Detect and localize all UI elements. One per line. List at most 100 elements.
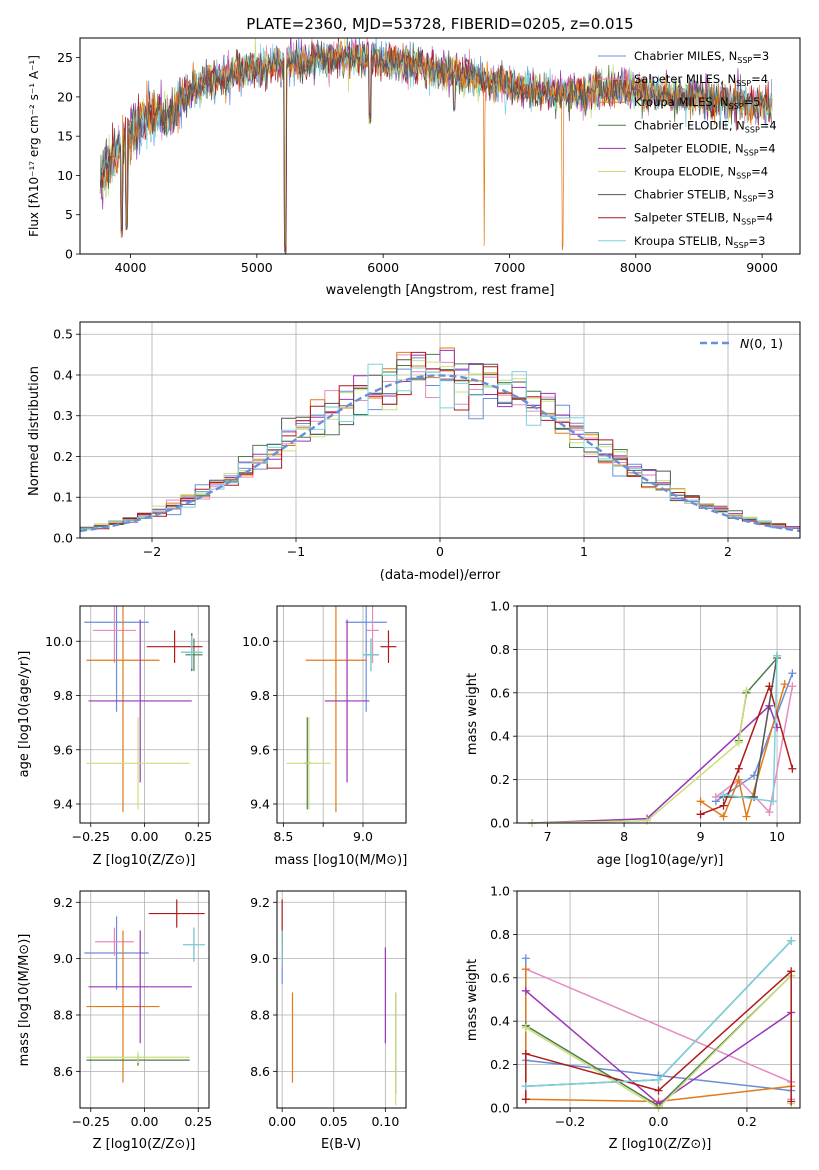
x-tick-label: 0.25 (184, 829, 212, 844)
residuals-xlabel: (data-model)/error (380, 568, 501, 583)
x-tick-label: 9 (697, 829, 705, 844)
massE-xlabel: E(B-V) (321, 1137, 361, 1152)
y-tick-label: 8.6 (53, 1064, 73, 1079)
weight-marker (787, 1097, 796, 1106)
y-tick-label: 9.8 (53, 688, 73, 703)
y-tick-label: 0.0 (53, 531, 73, 546)
spectrum-line-chabrier-stelib (99, 39, 773, 254)
weight-marker (719, 801, 728, 810)
weight-marker (750, 771, 759, 780)
residuals-panel: (data-model)/error Normed distribution −… (27, 321, 801, 583)
massZ-ylabel: mass [log10(M/M⊙)] (17, 934, 32, 1067)
y-tick-label: 9.8 (250, 688, 270, 703)
x-tick-label: −1 (287, 544, 305, 559)
weight-vs-age-panel: age [log10(age/yr)] mass weight 7 8 9 10 0.0… (465, 599, 801, 868)
weight-marker (750, 792, 759, 801)
legend-label: Kroupa STELIB, NSSP=3 (634, 234, 765, 250)
wZ-xlabel: Z [log10(Z/Z⊙)] (609, 1137, 712, 1152)
weight-marker (734, 738, 743, 747)
x-tick-label: 0.2 (737, 1114, 757, 1129)
axes-frame (516, 605, 801, 824)
mass-vs-extinction-panel: E(B-V) 0.00 0.05 0.10 8.6 8.8 9.0 9.2 (250, 890, 407, 1152)
weight-line-kroupa-elodie (532, 690, 748, 823)
x-tick-label: 0.10 (371, 1114, 399, 1129)
ageZ-xlabel: Z [log10(Z/Z⊙)] (93, 853, 196, 868)
weight-marker (765, 682, 774, 691)
axes-frame (276, 605, 407, 824)
weight-marker (654, 1086, 663, 1095)
y-tick-label: 9.0 (53, 951, 73, 966)
weight-marker (521, 1023, 530, 1032)
wAge-xlabel: age [log10(age/yr)] (597, 853, 724, 868)
weight-marker (521, 1095, 530, 1104)
y-tick-label: 0.2 (490, 1057, 510, 1072)
weight-line-salpeter-elodie (532, 704, 778, 823)
legend-label: Salpeter STELIB, NSSP=4 (634, 211, 773, 227)
y-tick-label: 0.8 (490, 642, 510, 657)
weight-marker (719, 812, 728, 821)
y-tick-label: 0 (65, 247, 73, 262)
y-tick-label: 0.4 (53, 367, 73, 382)
x-tick-label: 8 (620, 829, 628, 844)
x-tick-label: 0.0 (649, 1114, 669, 1129)
y-tick-label: 0.6 (490, 685, 510, 700)
weight-marker (521, 954, 530, 963)
weight-marker (696, 797, 705, 806)
y-tick-label: 8.8 (250, 1008, 270, 1023)
x-tick-label: 1 (580, 544, 588, 559)
x-tick-label: −2 (143, 544, 161, 559)
spectrum-panel: PLATE=2360, MJD=53728, FIBERID=0205, z=0… (27, 15, 801, 298)
y-tick-label: 10.0 (242, 634, 270, 649)
weight-marker (742, 686, 751, 695)
x-tick-label: −0.25 (72, 829, 110, 844)
age-vs-mass-panel: mass [log10(M/M⊙)] 8.5 9.0 9.4 9.6 9.8 10.0 (242, 605, 407, 868)
ageZ-ylabel: age [log10(age/yr)] (17, 651, 32, 778)
weight-marker (521, 965, 530, 974)
x-tick-label: 8000 (620, 260, 652, 275)
residuals-ylabel: Normed distribution (27, 366, 42, 496)
weight-vs-metallicity-panel: Z [log10(Z/Z⊙)] mass weight −0.2 0.0 0.2 0.… (465, 884, 801, 1152)
x-tick-label: 0.00 (131, 829, 159, 844)
x-tick-label: 10 (769, 829, 785, 844)
y-tick-label: 0.0 (490, 816, 510, 831)
y-tick-label: 1.0 (490, 599, 510, 614)
weight-marker (780, 680, 789, 689)
y-tick-label: 9.6 (250, 742, 270, 757)
x-tick-label: 7000 (494, 260, 526, 275)
y-tick-label: 0.0 (490, 1101, 510, 1116)
y-tick-label: 8.6 (250, 1064, 270, 1079)
legend-label: Kroupa MILES, NSSP=5 (634, 95, 760, 111)
weight-line-kroupa-miles (525, 969, 792, 1103)
x-tick-label: 0.00 (268, 1114, 296, 1129)
x-tick-label: 0.05 (320, 1114, 348, 1129)
axes-frame (79, 890, 210, 1109)
x-tick-label: −0.2 (555, 1114, 585, 1129)
spectrum-title: PLATE=2360, MJD=53728, FIBERID=0205, z=0… (246, 15, 633, 33)
spectrum-xlabel: wavelength [Angstrom, rest frame] (326, 283, 555, 298)
weight-marker (773, 651, 782, 660)
weight-marker (734, 775, 743, 784)
wAge-ylabel: mass weight (465, 673, 480, 755)
y-tick-label: 0.2 (53, 449, 73, 464)
weight-marker (654, 1075, 663, 1084)
legend-label: Salpeter MILES, NSSP=4 (634, 72, 768, 88)
x-tick-label: −0.25 (72, 1114, 110, 1129)
massZ-xlabel: Z [log10(Z/Z⊙)] (93, 1137, 196, 1152)
legend-label: Salpeter ELODIE, NSSP=4 (634, 141, 776, 157)
y-tick-label: 20 (57, 89, 73, 104)
x-tick-label: 0.00 (131, 1114, 159, 1129)
y-tick-label: 5 (65, 207, 73, 222)
y-tick-label: 0.4 (490, 1014, 510, 1029)
x-tick-label: 8.5 (273, 829, 293, 844)
weight-marker (719, 790, 728, 799)
age-vs-metallicity-panel: Z [log10(Z/Z⊙)] age [log10(age/yr)] −0.2… (17, 605, 212, 868)
legend-label: N(0, 1) (740, 336, 783, 351)
weight-marker (787, 967, 796, 976)
axes-frame (276, 890, 407, 1109)
y-tick-label: 9.0 (250, 951, 270, 966)
weight-marker (734, 764, 743, 773)
weight-marker (521, 986, 530, 995)
legend-label: Chabrier ELODIE, NSSP=4 (634, 118, 777, 134)
y-tick-label: 0.5 (53, 327, 73, 342)
y-tick-label: 0.4 (490, 729, 510, 744)
